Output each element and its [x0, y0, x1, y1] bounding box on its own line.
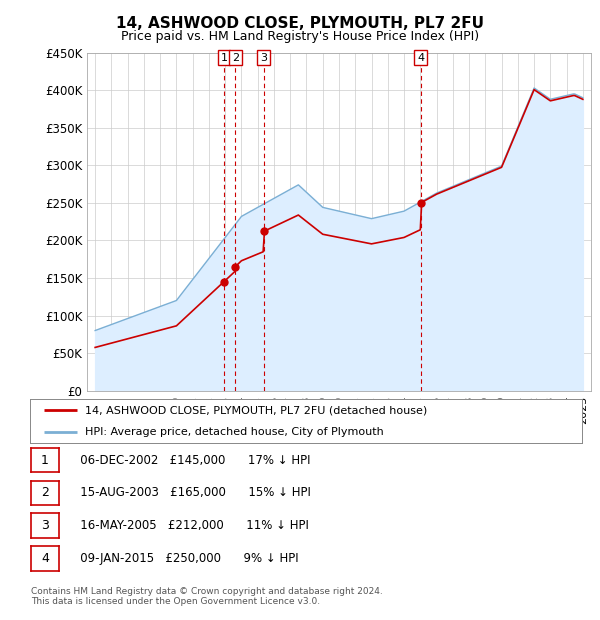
Text: 09-JAN-2015   £250,000      9% ↓ HPI: 09-JAN-2015 £250,000 9% ↓ HPI	[69, 552, 299, 565]
Text: 2: 2	[41, 487, 49, 499]
Text: HPI: Average price, detached house, City of Plymouth: HPI: Average price, detached house, City…	[85, 427, 384, 436]
Text: 3: 3	[260, 53, 267, 63]
Text: Price paid vs. HM Land Registry's House Price Index (HPI): Price paid vs. HM Land Registry's House …	[121, 30, 479, 43]
Text: 1: 1	[41, 454, 49, 466]
Text: 15-AUG-2003   £165,000      15% ↓ HPI: 15-AUG-2003 £165,000 15% ↓ HPI	[69, 487, 311, 499]
Text: 2: 2	[232, 53, 239, 63]
Text: 1: 1	[220, 53, 227, 63]
Text: This data is licensed under the Open Government Licence v3.0.: This data is licensed under the Open Gov…	[31, 597, 320, 606]
Text: 14, ASHWOOD CLOSE, PLYMOUTH, PL7 2FU: 14, ASHWOOD CLOSE, PLYMOUTH, PL7 2FU	[116, 16, 484, 30]
Text: Contains HM Land Registry data © Crown copyright and database right 2024.: Contains HM Land Registry data © Crown c…	[31, 587, 383, 596]
Text: 3: 3	[41, 520, 49, 532]
Text: 14, ASHWOOD CLOSE, PLYMOUTH, PL7 2FU (detached house): 14, ASHWOOD CLOSE, PLYMOUTH, PL7 2FU (de…	[85, 405, 427, 415]
Text: 16-MAY-2005   £212,000      11% ↓ HPI: 16-MAY-2005 £212,000 11% ↓ HPI	[69, 520, 309, 532]
Text: 4: 4	[41, 552, 49, 565]
Text: 4: 4	[417, 53, 424, 63]
Text: 06-DEC-2002   £145,000      17% ↓ HPI: 06-DEC-2002 £145,000 17% ↓ HPI	[69, 454, 311, 466]
